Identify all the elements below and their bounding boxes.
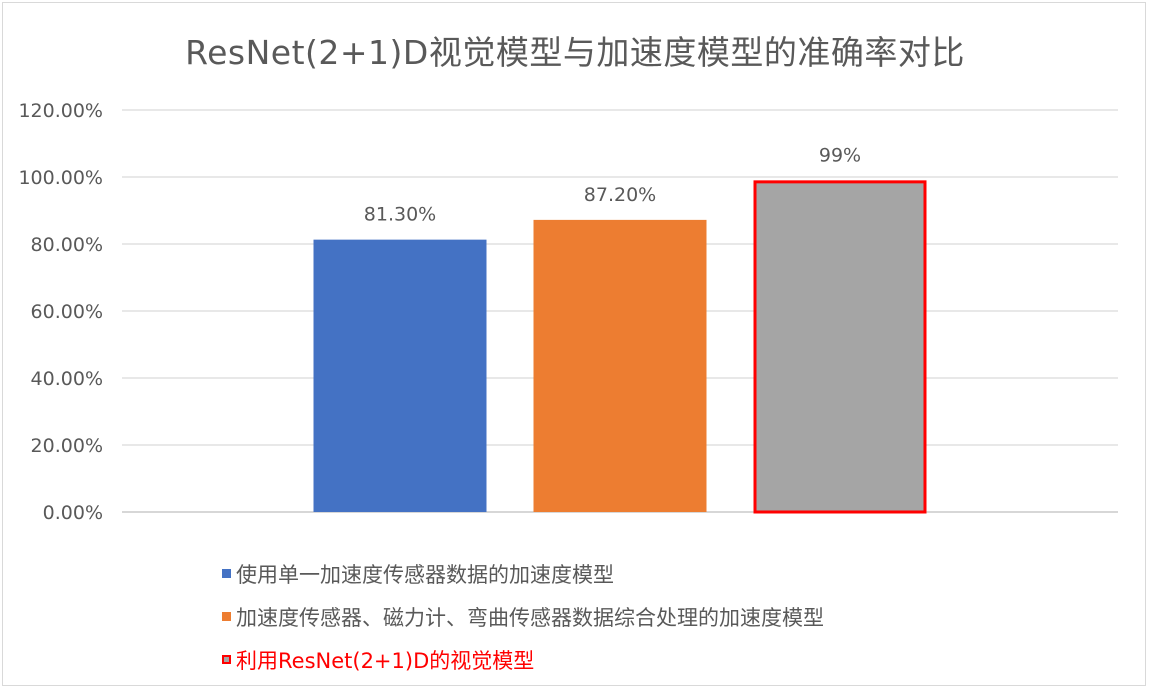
- y-tick-label-3: 60.00%: [31, 301, 103, 323]
- legend-swatch-2: [222, 655, 231, 664]
- y-tick-label-1: 20.00%: [31, 435, 103, 457]
- y-tick-label-5: 100.00%: [18, 167, 103, 189]
- bars: [313, 180, 927, 514]
- legend-swatch-0: [222, 569, 231, 578]
- data-label-0: 81.30%: [364, 204, 436, 226]
- legend-item-1: 加速度传感器、磁力计、弯曲传感器数据综合处理的加速度模型: [222, 595, 824, 638]
- legend-item-0: 使用单一加速度传感器数据的加速度模型: [222, 552, 824, 595]
- legend: 使用单一加速度传感器数据的加速度模型 加速度传感器、磁力计、弯曲传感器数据综合处…: [222, 552, 824, 681]
- y-axis-tick-labels: 0.00% 20.00% 40.00% 60.00% 80.00% 100.00% 120.…: [18, 100, 103, 524]
- bar-1: [533, 219, 707, 512]
- chart-title: ResNet(2+1)D视觉模型与加速度模型的准确率对比: [185, 33, 965, 72]
- bar-0: [313, 239, 487, 512]
- y-tick-label-6: 120.00%: [18, 100, 103, 122]
- legend-label-1: 加速度传感器、磁力计、弯曲传感器数据综合处理的加速度模型: [236, 605, 824, 630]
- data-labels: 81.30% 87.20% 99%: [364, 144, 861, 225]
- legend-item-2: 利用ResNet(2+1)D的视觉模型: [222, 638, 824, 681]
- legend-swatch-1: [222, 612, 231, 621]
- legend-label-2: 利用ResNet(2+1)D的视觉模型: [236, 648, 535, 673]
- y-tick-label-2: 40.00%: [31, 368, 103, 390]
- y-tick-label-0: 0.00%: [43, 502, 103, 524]
- data-label-1: 87.20%: [584, 184, 656, 206]
- legend-label-0: 使用单一加速度传感器数据的加速度模型: [236, 562, 614, 587]
- data-label-2: 99%: [819, 144, 861, 166]
- bar-2: [753, 180, 927, 514]
- y-tick-label-4: 80.00%: [31, 234, 103, 256]
